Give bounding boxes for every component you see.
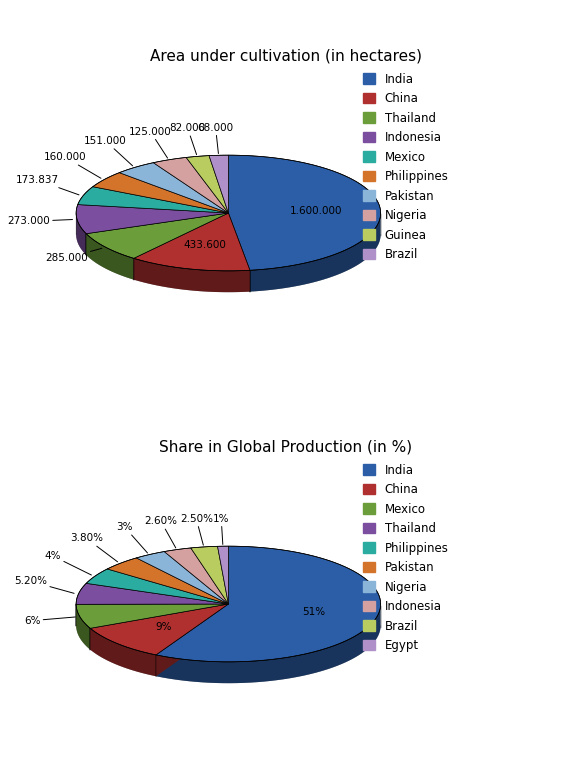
Polygon shape bbox=[154, 157, 228, 213]
Legend: India, China, Thailand, Indonesia, Mexico, Philippines, Pakistan, Nigeria, Guine: India, China, Thailand, Indonesia, Mexic… bbox=[360, 69, 452, 264]
Polygon shape bbox=[250, 214, 381, 292]
Polygon shape bbox=[119, 163, 228, 213]
Polygon shape bbox=[76, 583, 228, 604]
Polygon shape bbox=[86, 213, 228, 258]
Polygon shape bbox=[76, 604, 228, 626]
Polygon shape bbox=[86, 213, 228, 255]
Polygon shape bbox=[186, 156, 228, 213]
Legend: India, China, Mexico, Thailand, Philippines, Pakistan, Nigeria, Indonesia, Brazi: India, China, Mexico, Thailand, Philippi… bbox=[360, 460, 452, 655]
Polygon shape bbox=[76, 235, 381, 292]
Text: 285.000: 285.000 bbox=[45, 248, 102, 264]
Polygon shape bbox=[90, 604, 228, 650]
Polygon shape bbox=[218, 546, 228, 604]
Text: 433.600: 433.600 bbox=[184, 240, 227, 250]
Text: 5.20%: 5.20% bbox=[14, 576, 74, 594]
Polygon shape bbox=[76, 604, 228, 626]
Text: 82.000: 82.000 bbox=[170, 124, 206, 155]
Polygon shape bbox=[156, 546, 381, 662]
Text: 160.000: 160.000 bbox=[44, 152, 101, 178]
Text: 9%: 9% bbox=[156, 622, 172, 632]
Polygon shape bbox=[76, 205, 228, 234]
Polygon shape bbox=[90, 628, 156, 676]
Polygon shape bbox=[228, 213, 250, 292]
Polygon shape bbox=[156, 604, 228, 676]
Text: 2.60%: 2.60% bbox=[144, 516, 178, 548]
Polygon shape bbox=[134, 213, 228, 280]
Polygon shape bbox=[134, 258, 250, 292]
Polygon shape bbox=[164, 548, 228, 604]
Title: Area under cultivation (in hectares): Area under cultivation (in hectares) bbox=[150, 48, 421, 63]
Polygon shape bbox=[76, 213, 86, 255]
Text: 51%: 51% bbox=[303, 608, 325, 617]
Polygon shape bbox=[156, 604, 228, 676]
Text: 3.80%: 3.80% bbox=[70, 533, 118, 561]
Polygon shape bbox=[86, 213, 228, 255]
Title: Share in Global Production (in %): Share in Global Production (in %) bbox=[159, 439, 412, 454]
Polygon shape bbox=[78, 187, 228, 213]
Text: 1%: 1% bbox=[213, 514, 230, 544]
Polygon shape bbox=[86, 569, 228, 604]
Polygon shape bbox=[90, 604, 228, 650]
Polygon shape bbox=[156, 606, 380, 683]
Text: 2.50%: 2.50% bbox=[180, 514, 213, 545]
Polygon shape bbox=[228, 155, 381, 271]
Polygon shape bbox=[134, 213, 250, 271]
Text: 3%: 3% bbox=[116, 522, 147, 553]
Polygon shape bbox=[191, 547, 228, 604]
Polygon shape bbox=[76, 604, 90, 650]
Polygon shape bbox=[90, 604, 228, 655]
Text: 4%: 4% bbox=[45, 551, 91, 575]
Polygon shape bbox=[136, 551, 228, 604]
Polygon shape bbox=[86, 234, 134, 280]
Text: 1.600.000: 1.600.000 bbox=[290, 206, 343, 216]
Polygon shape bbox=[107, 558, 228, 604]
Text: 68.000: 68.000 bbox=[198, 123, 234, 153]
Text: 6%: 6% bbox=[24, 615, 75, 626]
Polygon shape bbox=[93, 173, 228, 213]
Text: 273.000: 273.000 bbox=[7, 217, 73, 226]
Polygon shape bbox=[209, 155, 228, 213]
Polygon shape bbox=[228, 213, 250, 292]
Text: 173.837: 173.837 bbox=[15, 175, 79, 195]
Text: 125.000: 125.000 bbox=[129, 127, 172, 158]
Polygon shape bbox=[76, 626, 381, 683]
Polygon shape bbox=[134, 213, 228, 280]
Text: 151.000: 151.000 bbox=[85, 136, 132, 166]
Polygon shape bbox=[76, 604, 228, 628]
